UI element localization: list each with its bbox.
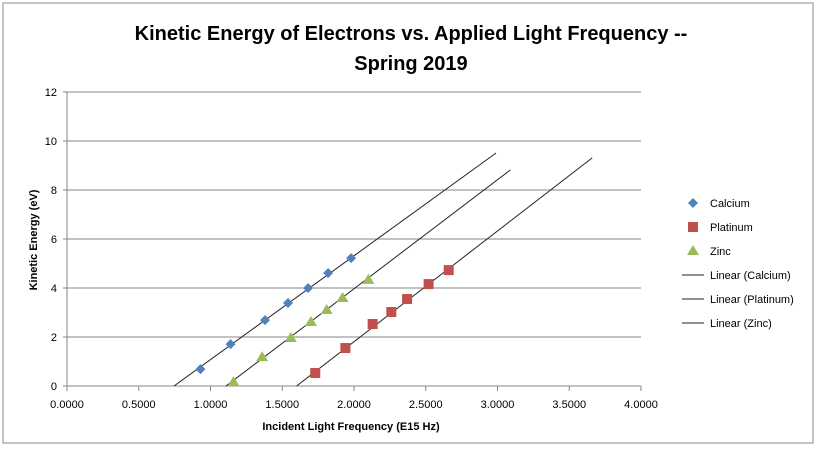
- data-point-calcium: [260, 315, 271, 326]
- y-tick-label: 4: [51, 283, 57, 295]
- x-tick-label: 2.0000: [337, 399, 371, 411]
- data-point-platinum: [310, 368, 321, 379]
- x-tick-label: 4.0000: [624, 399, 658, 411]
- legend-label: Zinc: [710, 246, 731, 258]
- x-tick-label: 1.5000: [265, 399, 299, 411]
- data-point-calcium: [323, 268, 334, 279]
- y-tick-label: 12: [45, 87, 57, 99]
- y-tick-label: 2: [51, 332, 57, 344]
- x-axis-label: Incident Light Frequency (E15 Hz): [262, 421, 440, 433]
- data-point-zinc: [336, 292, 349, 303]
- legend-label: Platinum: [710, 222, 753, 234]
- data-point-zinc: [284, 331, 297, 342]
- data-point-zinc: [304, 316, 317, 327]
- data-point-platinum: [402, 294, 413, 305]
- legend-marker: [688, 198, 698, 208]
- legend-label: Linear (Platinum): [710, 294, 794, 306]
- legend-label: Linear (Zinc): [710, 318, 772, 330]
- data-point-zinc: [320, 304, 333, 315]
- trendline: [173, 152, 497, 387]
- data-point-calcium: [346, 253, 357, 264]
- legend-label: Calcium: [710, 198, 750, 210]
- data-point-calcium: [195, 364, 206, 375]
- data-point-zinc: [227, 376, 240, 387]
- x-tick-label: 3.0000: [481, 399, 515, 411]
- data-point-platinum: [423, 279, 434, 290]
- x-tick-label: 0.5000: [122, 399, 156, 411]
- y-tick-label: 6: [51, 234, 57, 246]
- x-tick-label: 0.0000: [50, 399, 84, 411]
- y-tick-label: 8: [51, 185, 57, 197]
- chart-title-line2: Spring 2019: [354, 53, 467, 75]
- data-point-calcium: [282, 297, 293, 308]
- chart-area[interactable]: [2, 2, 814, 444]
- legend-label: Linear (Calcium): [710, 270, 791, 282]
- y-tick-label: 0: [51, 381, 57, 393]
- data-point-zinc: [362, 273, 375, 284]
- data-point-zinc: [256, 351, 269, 362]
- data-point-platinum: [367, 319, 378, 330]
- data-point-platinum: [340, 343, 351, 354]
- legend-marker: [687, 245, 699, 255]
- y-tick-label: 10: [45, 136, 57, 148]
- data-point-platinum: [386, 307, 397, 318]
- data-point-calcium: [303, 283, 314, 293]
- legend-marker: [688, 222, 698, 232]
- chart-title-line1: Kinetic Energy of Electrons vs. Applied …: [135, 23, 688, 45]
- legend: Calcium Platinum Zinc Linear (Calcium) Linea…: [682, 198, 794, 330]
- x-tick-label: 2.5000: [409, 399, 443, 411]
- data-point-platinum: [443, 265, 454, 276]
- y-axis-label: Kinetic Energy (eV): [28, 189, 40, 290]
- data-point-calcium: [225, 339, 236, 350]
- x-tick-label: 1.0000: [194, 399, 228, 411]
- x-tick-label: 3.5000: [552, 399, 586, 411]
